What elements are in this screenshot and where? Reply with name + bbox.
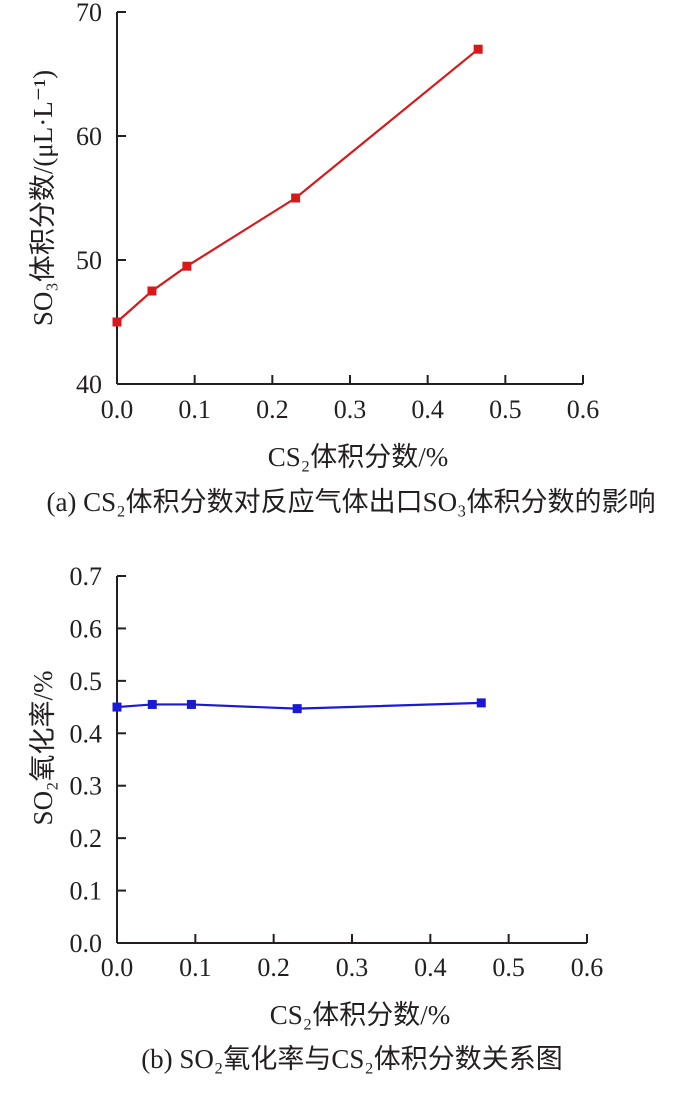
x-tick-label: 0.5 <box>489 395 522 424</box>
x-tick-label: 0.4 <box>414 953 447 982</box>
panel-caption: (b) SO₂氧化率与CS₂体积分数关系图 <box>141 1044 563 1074</box>
x-tick-label: 0.6 <box>567 395 600 424</box>
data-point <box>112 702 122 712</box>
y-tick-label: 60 <box>76 122 102 151</box>
data-point <box>473 44 483 54</box>
series-line <box>116 48 479 323</box>
x-tick-label: 0.6 <box>571 953 604 982</box>
x-tick-label: 0.3 <box>334 395 367 424</box>
y-tick-label: 0.6 <box>70 614 103 643</box>
data-point <box>182 261 192 271</box>
y-tick-label: 0.3 <box>70 772 103 801</box>
y-axis-title: SO₃体积分数/(μL·L⁻¹) <box>28 70 58 326</box>
data-point <box>476 698 486 708</box>
x-tick-label: 0.1 <box>178 395 211 424</box>
data-point <box>112 317 122 327</box>
panel-caption: (a) CS₂体积分数对反应气体出口SO₃体积分数的影响 <box>46 487 655 517</box>
x-tick-label: 0.5 <box>492 953 525 982</box>
x-tick-label: 0.0 <box>101 395 134 424</box>
x-tick-label: 0.2 <box>257 953 290 982</box>
y-tick-label: 0.4 <box>70 719 103 748</box>
y-tick-label: 0.1 <box>70 877 103 906</box>
y-axis-title: SO₂氧化率/% <box>28 671 58 826</box>
y-tick-label: 70 <box>76 0 102 27</box>
y-tick-label: 0.5 <box>70 667 103 696</box>
x-tick-label: 0.0 <box>101 953 134 982</box>
y-tick-label: 0.2 <box>70 824 103 853</box>
data-point <box>291 193 301 203</box>
x-axis-title: CS₂体积分数/% <box>270 1000 450 1030</box>
y-tick-label: 50 <box>76 246 102 275</box>
x-tick-label: 0.4 <box>411 395 444 424</box>
x-axis-title: CS₂体积分数/% <box>268 442 448 472</box>
x-tick-label: 0.1 <box>179 953 212 982</box>
data-point <box>186 699 196 709</box>
x-tick-label: 0.3 <box>336 953 369 982</box>
data-point <box>147 699 157 709</box>
data-point <box>292 704 302 714</box>
y-tick-label: 40 <box>76 370 102 399</box>
y-tick-label: 0.7 <box>70 562 103 591</box>
y-tick-label: 0.0 <box>70 929 103 958</box>
x-tick-label: 0.2 <box>256 395 289 424</box>
data-point <box>147 286 157 296</box>
